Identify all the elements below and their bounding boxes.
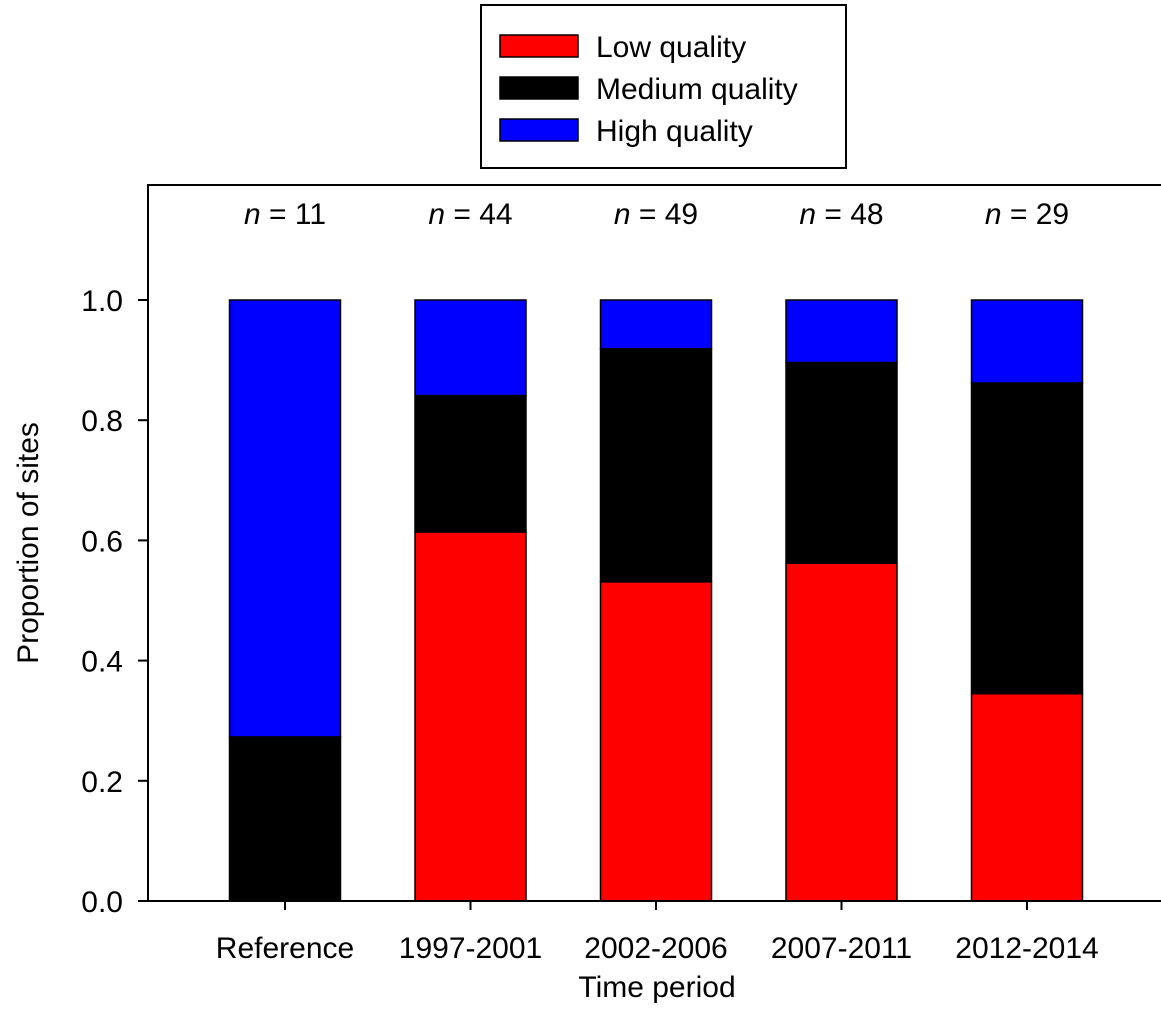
sample-size-labels: n = 11 n = 44 n = 49 n = 48 n = 29 <box>244 198 1069 231</box>
y-tick-label-0.2: 0.2 <box>81 766 123 799</box>
legend-swatch-high <box>499 118 579 142</box>
bar-segment-low-quality-2007-2011 <box>785 562 898 902</box>
sample-size-2007-2011: n = 48 <box>799 198 883 231</box>
bar-segment-low-quality-1997-2001 <box>414 531 527 902</box>
bar-segment-high-quality-reference <box>228 299 342 738</box>
y-tick-label-0.6: 0.6 <box>81 525 123 558</box>
bar-segment-low-quality-2012-2014 <box>970 692 1084 902</box>
bar-segment-high-quality-2007-2011 <box>785 299 898 364</box>
legend-label-low: Low quality <box>596 31 746 64</box>
bar-segment-low-quality-2002-2006 <box>599 581 713 902</box>
bar-segment-medium-quality-reference <box>228 736 342 902</box>
legend: Low quality Medium quality High quality <box>480 4 847 169</box>
sample-size-2012-2014: n = 29 <box>985 198 1069 231</box>
x-tick-label-1997-2001: 1997-2001 <box>399 932 542 965</box>
y-tick-label-1.0: 1.0 <box>81 285 123 318</box>
x-tick-label-2007-2011: 2007-2011 <box>771 932 912 965</box>
bar-segment-high-quality-2012-2014 <box>970 299 1084 384</box>
sample-size-1997-2001: n = 44 <box>428 198 512 231</box>
bar-segment-medium-quality-1997-2001 <box>414 394 527 533</box>
bar-segment-medium-quality-2002-2006 <box>599 347 713 583</box>
bar-segment-medium-quality-2007-2011 <box>785 361 898 564</box>
y-axis-ticks: 0.0 0.2 0.4 0.6 0.8 1.0 <box>81 285 148 919</box>
legend-label-medium: Medium quality <box>596 73 798 106</box>
y-tick-label-0.4: 0.4 <box>81 646 123 679</box>
x-tick-label-reference: Reference <box>216 932 354 965</box>
legend-swatch-low <box>499 34 579 58</box>
sample-size-2002-2006: n = 49 <box>614 198 698 231</box>
legend-swatch-medium <box>499 76 579 100</box>
x-tick-label-2002-2006: 2002-2006 <box>584 932 727 965</box>
bar-segment-high-quality-2002-2006 <box>599 299 713 350</box>
y-axis-title: Proportion of sites <box>12 422 45 664</box>
x-axis-ticks: Reference 1997-2001 2002-2006 2007-2011 2012… <box>216 901 1099 965</box>
y-tick-label-0.8: 0.8 <box>81 405 123 438</box>
bar-segment-high-quality-1997-2001 <box>414 299 527 397</box>
x-tick-label-2012-2014: 2012-2014 <box>955 932 1098 965</box>
y-tick-label-0.0: 0.0 <box>81 886 123 919</box>
x-axis-title: Time period <box>578 971 735 1004</box>
bars <box>228 299 1084 902</box>
bar-segment-medium-quality-2012-2014 <box>970 382 1084 695</box>
sample-size-reference: n = 11 <box>244 198 326 231</box>
legend-label-high: High quality <box>596 115 753 148</box>
